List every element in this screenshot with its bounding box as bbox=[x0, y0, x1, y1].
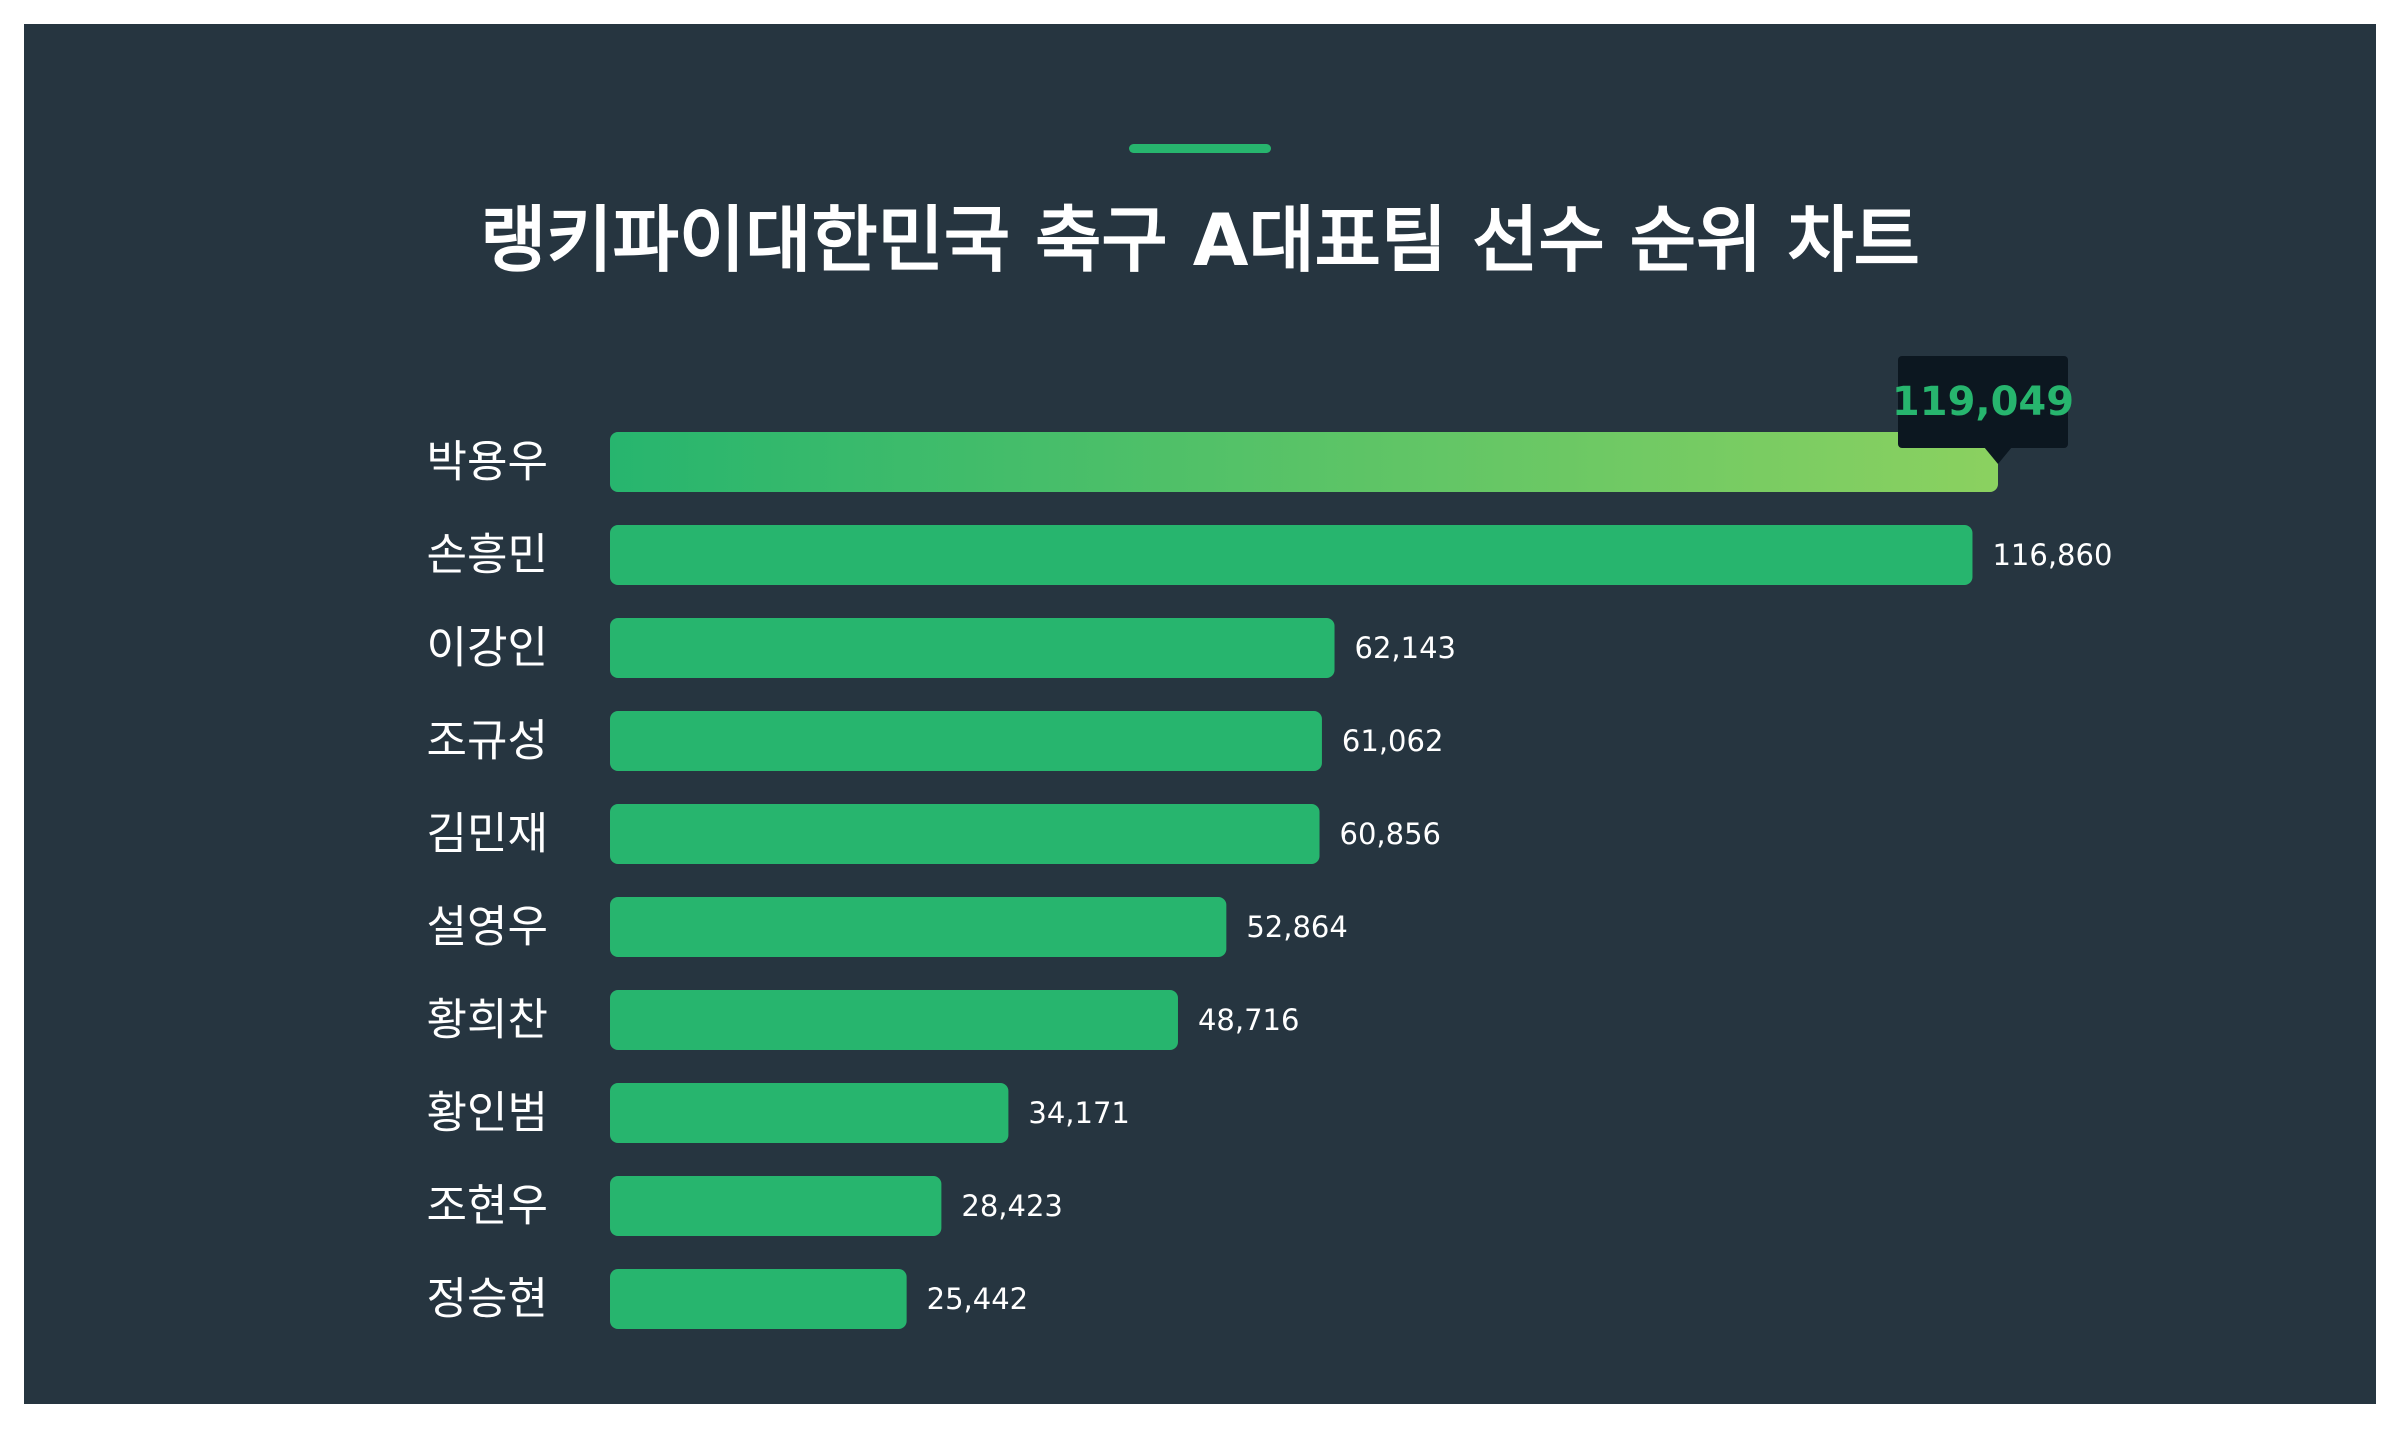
bar bbox=[610, 1269, 907, 1329]
value-label: 52,864 bbox=[1246, 910, 1347, 944]
bar bbox=[610, 618, 1335, 678]
bar bbox=[610, 990, 1178, 1050]
value-label: 28,423 bbox=[961, 1189, 1062, 1223]
category-label: 박용우 bbox=[427, 437, 548, 488]
category-label: 김민재 bbox=[427, 809, 548, 860]
category-label: 조현우 bbox=[427, 1181, 548, 1232]
value-label: 119,049 bbox=[1892, 379, 2074, 425]
bar bbox=[610, 1176, 942, 1236]
value-label: 25,442 bbox=[927, 1282, 1028, 1316]
category-label: 황인범 bbox=[427, 1088, 548, 1139]
bar bbox=[610, 525, 1973, 585]
value-label: 61,062 bbox=[1342, 724, 1443, 758]
category-label: 조규성 bbox=[427, 716, 548, 767]
bar bbox=[610, 1083, 1009, 1143]
category-label: 설영우 bbox=[427, 902, 548, 953]
category-label: 손흥민 bbox=[427, 530, 548, 581]
bar bbox=[610, 711, 1322, 771]
value-label: 62,143 bbox=[1355, 631, 1456, 665]
title-accent-line bbox=[1129, 144, 1271, 153]
value-label: 60,856 bbox=[1340, 817, 1441, 851]
category-label: 정승현 bbox=[427, 1274, 548, 1325]
value-tooltip bbox=[1898, 356, 2068, 448]
category-label: 이강인 bbox=[427, 623, 548, 674]
value-label: 34,171 bbox=[1028, 1096, 1129, 1130]
chart-title: 랭키파이대한민국 축구 A대표팀 선수 순위 차트 bbox=[480, 198, 1920, 282]
bar bbox=[610, 897, 1227, 957]
category-label: 황희찬 bbox=[427, 995, 548, 1046]
value-label: 116,860 bbox=[1992, 538, 2112, 572]
tooltip-pointer bbox=[1984, 447, 2012, 464]
value-label: 48,716 bbox=[1198, 1003, 1299, 1037]
bar bbox=[610, 432, 1998, 492]
bar bbox=[610, 804, 1320, 864]
